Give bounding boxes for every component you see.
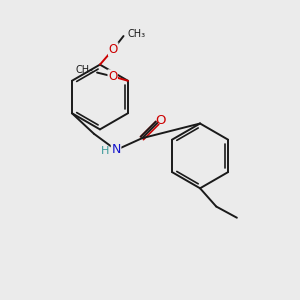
- Text: O: O: [109, 43, 118, 56]
- Text: CH₃: CH₃: [75, 64, 94, 75]
- Text: H: H: [101, 146, 110, 156]
- Text: O: O: [155, 114, 166, 127]
- Text: CH₃: CH₃: [128, 29, 146, 39]
- Text: O: O: [108, 70, 117, 83]
- Text: N: N: [111, 143, 121, 157]
